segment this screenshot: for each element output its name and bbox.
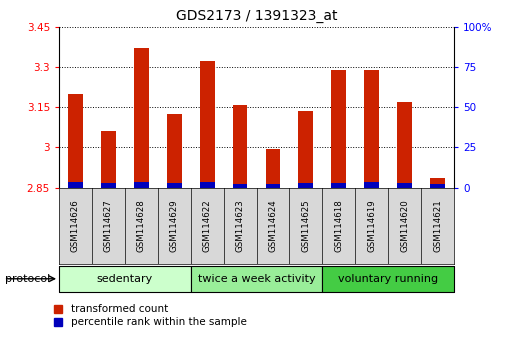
Text: GSM114621: GSM114621 [433,199,442,252]
Text: GSM114628: GSM114628 [137,199,146,252]
Text: GSM114626: GSM114626 [71,199,80,252]
Text: GSM114618: GSM114618 [334,199,343,252]
Bar [191,266,322,292]
Text: voluntary running: voluntary running [338,274,438,284]
Bar [232,184,247,188]
Text: GSM114622: GSM114622 [203,199,212,252]
Bar [167,114,182,188]
Bar [59,266,191,292]
Bar [68,182,83,188]
Bar [266,184,281,188]
Bar [331,183,346,188]
Text: GDS2173 / 1391323_at: GDS2173 / 1391323_at [176,9,337,23]
Bar [134,48,149,188]
Bar [430,178,445,188]
Bar [101,131,116,188]
Legend: transformed count, percentile rank within the sample: transformed count, percentile rank withi… [54,304,246,327]
Bar [364,69,379,188]
Bar [331,69,346,188]
Bar [322,266,454,292]
Text: GSM114620: GSM114620 [400,199,409,252]
Bar [299,111,313,188]
Bar [101,183,116,188]
Bar [200,182,214,188]
Bar [68,94,83,188]
Bar [232,105,247,188]
Text: GSM114623: GSM114623 [235,199,245,252]
Text: sedentary: sedentary [97,274,153,284]
Bar [397,183,412,188]
Bar [430,184,445,188]
Bar [397,102,412,188]
Text: GSM114625: GSM114625 [301,199,310,252]
Bar [266,149,281,188]
Bar [134,182,149,188]
Bar [167,183,182,188]
Text: twice a week activity: twice a week activity [198,274,315,284]
Text: GSM114619: GSM114619 [367,199,376,252]
Text: protocol: protocol [5,274,50,284]
Bar [299,183,313,188]
Text: GSM114629: GSM114629 [170,199,179,252]
Bar [364,182,379,188]
Text: GSM114627: GSM114627 [104,199,113,252]
Bar [200,62,214,188]
Text: GSM114624: GSM114624 [268,199,278,252]
